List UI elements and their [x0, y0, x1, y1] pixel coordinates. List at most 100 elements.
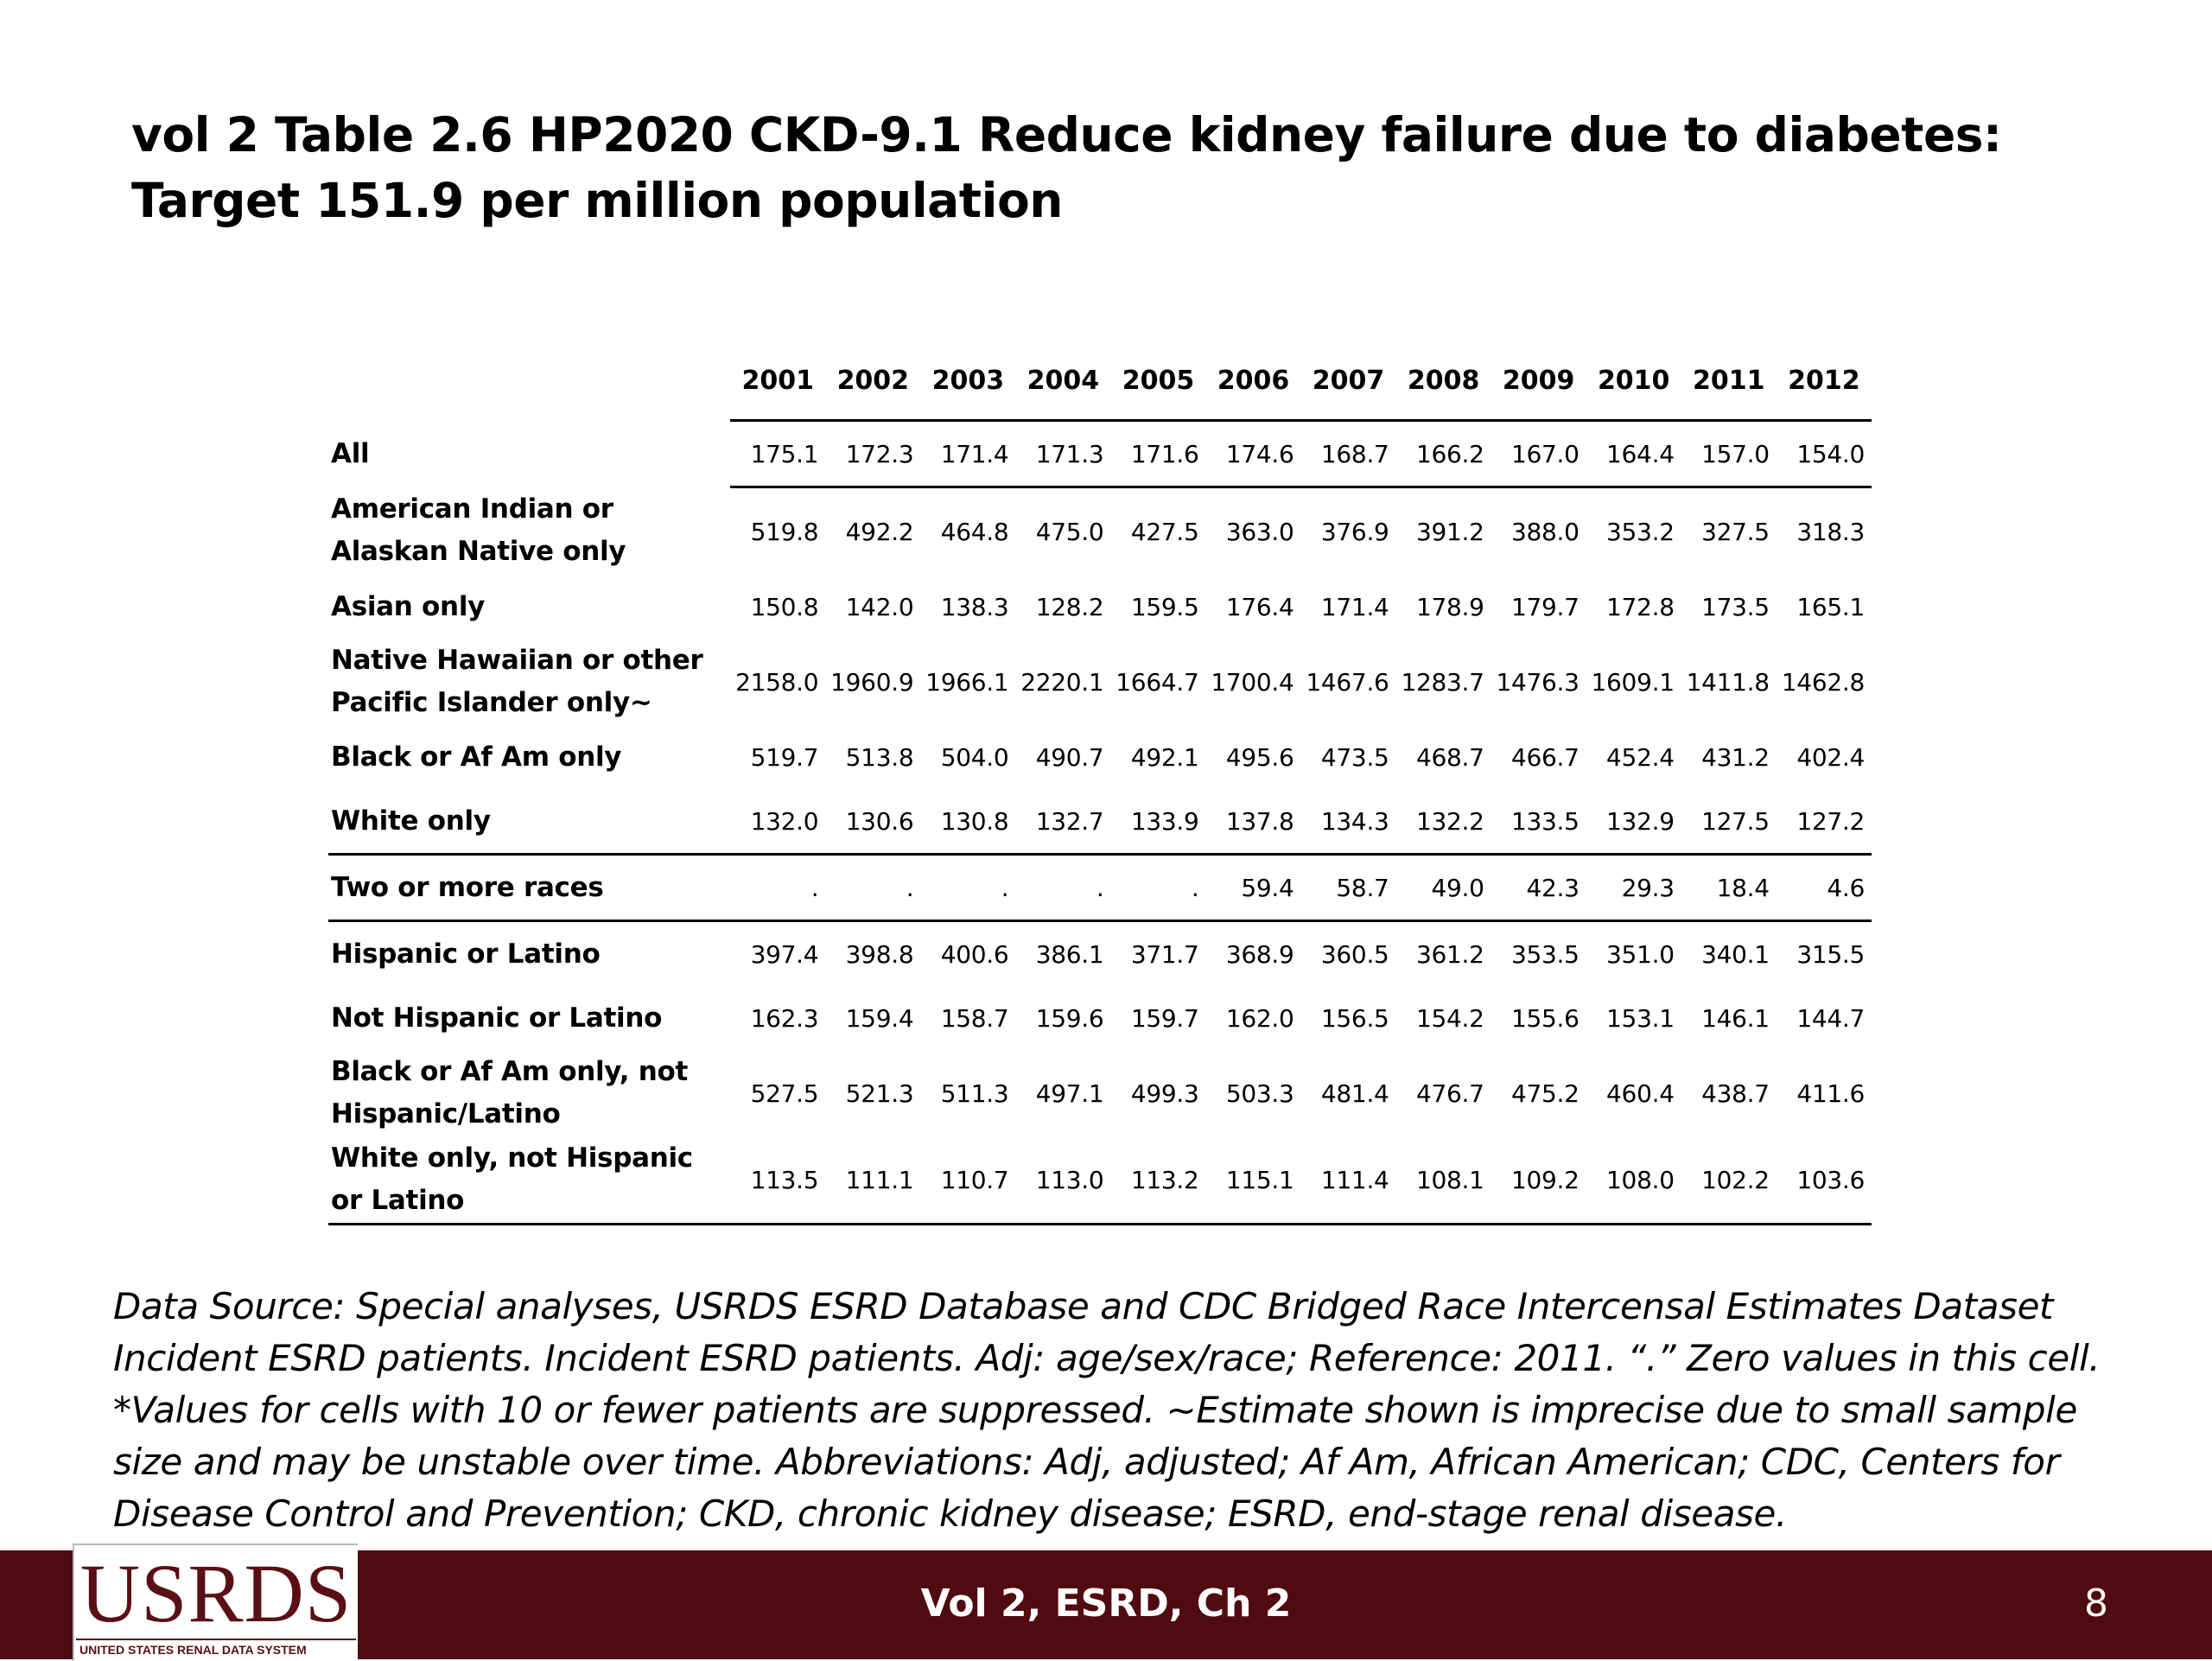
column-header: 2002: [825, 341, 921, 422]
table-cell: 167.0: [1491, 420, 1586, 488]
row-label: Hispanic or Latino: [331, 938, 601, 970]
table-cell: 130.6: [825, 789, 921, 856]
table-cell: 411.6: [1796, 1079, 1865, 1108]
table-row: American Indian or Alaskan Native only 51…: [328, 487, 1872, 576]
logo-wordmark: USRDS: [79, 1547, 353, 1639]
table-cell: 388.0: [1511, 517, 1580, 546]
column-header: 2009: [1491, 341, 1586, 422]
table-row: White only 132.0 130.6 130.8 132.7 133.9 137.8…: [328, 789, 1872, 856]
row-label: Black or Af Am only: [331, 741, 622, 773]
table-cell: 29.3: [1586, 854, 1681, 922]
table-cell: 464.8: [940, 517, 1009, 546]
table-cell: 110.7: [920, 1136, 1016, 1225]
table-cell: .: [1015, 854, 1111, 922]
table-cell: 1664.7: [1116, 667, 1199, 697]
table-cell: 111.1: [825, 1136, 921, 1225]
table-cell: 146.1: [1701, 1003, 1770, 1033]
table-cell: 132.7: [1015, 789, 1111, 856]
slide-title: vol 2 Table 2.6 HP2020 CKD-9.1 Reduce ki…: [131, 107, 2002, 228]
table-cell: 519.7: [750, 742, 819, 772]
table-row: Black or Af Am only 519.7 513.8 504.0 490.7 4…: [328, 725, 1872, 789]
row-label: Native Hawaiian or other Pacific Islande…: [331, 645, 703, 718]
column-header: 2012: [1776, 341, 1872, 422]
table-cell: 1966.1: [925, 667, 1009, 697]
table-cell: 340.1: [1701, 939, 1770, 969]
table-cell: 402.4: [1796, 742, 1865, 772]
table-cell: 427.5: [1130, 517, 1199, 546]
table-cell: 178.9: [1415, 592, 1484, 621]
table-cell: 475.2: [1511, 1079, 1580, 1108]
table-cell: 327.5: [1701, 517, 1770, 546]
table-row: Not Hispanic or Latino 162.3 159.4 158.7 159…: [328, 986, 1872, 1050]
table-cell: 171.4: [920, 420, 1016, 488]
table-cell: 174.6: [1205, 420, 1301, 488]
table-cell: 109.2: [1491, 1136, 1586, 1225]
table-cell: .: [1110, 854, 1206, 922]
table-cell: 481.4: [1320, 1079, 1389, 1108]
table-cell: 113.0: [1015, 1136, 1111, 1225]
table-cell: 133.5: [1491, 789, 1586, 856]
table-cell: 171.6: [1110, 420, 1206, 488]
table-row: Black or Af Am only, not Hispanic/Latino…: [328, 1050, 1872, 1136]
table-cell: 386.1: [1035, 939, 1104, 969]
table-cell: 318.3: [1796, 517, 1865, 546]
table-cell: 173.5: [1701, 592, 1770, 621]
usrds-logo: USRDS UNITED STATES RENAL DATA SYSTEM: [73, 1543, 358, 1661]
table-cell: 371.7: [1130, 939, 1199, 969]
table-cell: 503.3: [1225, 1079, 1294, 1108]
table-cell: 42.3: [1491, 854, 1586, 922]
table-cell: 162.0: [1225, 1003, 1294, 1033]
table-cell: 58.7: [1300, 854, 1396, 922]
table-cell: 171.4: [1320, 592, 1389, 621]
table-cell: 475.0: [1035, 517, 1104, 546]
table-cell: 353.5: [1511, 939, 1580, 969]
table-cell: 59.4: [1205, 854, 1301, 922]
table-cell: 1411.8: [1686, 667, 1770, 697]
row-label: White only, not Hispanic or Latino: [328, 1136, 731, 1225]
row-label: Not Hispanic or Latino: [331, 1002, 663, 1034]
page-number: 8: [2084, 1581, 2108, 1626]
table-cell: 363.0: [1225, 517, 1294, 546]
table-cell: 132.2: [1395, 789, 1491, 856]
row-label: Asian only: [331, 590, 486, 622]
table-cell: 172.3: [825, 420, 921, 488]
row-label: Two or more races: [328, 854, 731, 922]
table-cell: 113.2: [1110, 1136, 1206, 1225]
row-label: All: [331, 437, 370, 469]
table-cell: 360.5: [1320, 939, 1389, 969]
table-cell: 154.2: [1415, 1003, 1484, 1033]
table-cell: 400.6: [940, 939, 1009, 969]
row-label: Black or Af Am only, not Hispanic/Latino: [331, 1056, 689, 1130]
table-cell: 1960.9: [830, 667, 914, 697]
table-row: All 175.1 172.3 171.4 171.3 171.6 174.6 168.7 16…: [328, 420, 1872, 488]
table-cell: 511.3: [940, 1079, 1009, 1108]
table-cell: 18.4: [1681, 854, 1777, 922]
table-cell: 115.1: [1205, 1136, 1301, 1225]
table-cell: 490.7: [1035, 742, 1104, 772]
table-cell: 497.1: [1035, 1079, 1104, 1108]
table-cell: 466.7: [1511, 742, 1580, 772]
table-cell: 172.8: [1606, 592, 1675, 621]
table-cell: 159.7: [1130, 1003, 1199, 1033]
table-cell: 144.7: [1796, 1003, 1865, 1033]
table-cell: 495.6: [1225, 742, 1294, 772]
table-cell: .: [825, 854, 921, 922]
table-cell: 179.7: [1511, 592, 1580, 621]
table-cell: 521.3: [845, 1079, 914, 1108]
column-header: 2003: [920, 341, 1016, 422]
table-cell: 1476.3: [1496, 667, 1580, 697]
table-cell: 154.0: [1776, 420, 1872, 488]
table-cell: 156.5: [1320, 1003, 1389, 1033]
column-header: 2006: [1205, 341, 1301, 422]
table-cell: 499.3: [1130, 1079, 1199, 1108]
table-row: Asian only 150.8 142.0 138.3 128.2 159.5 176.4…: [328, 575, 1872, 639]
table-cell: 142.0: [845, 592, 914, 621]
table-cell: 397.4: [750, 939, 819, 969]
table-cell: 351.0: [1606, 939, 1675, 969]
table-cell: .: [920, 854, 1016, 922]
table-cell: 128.2: [1035, 592, 1104, 621]
table-cell: 103.6: [1776, 1136, 1872, 1225]
table-cell: 158.7: [940, 1003, 1009, 1033]
table-cell: 1467.6: [1306, 667, 1389, 697]
column-header: 2001: [730, 341, 826, 422]
